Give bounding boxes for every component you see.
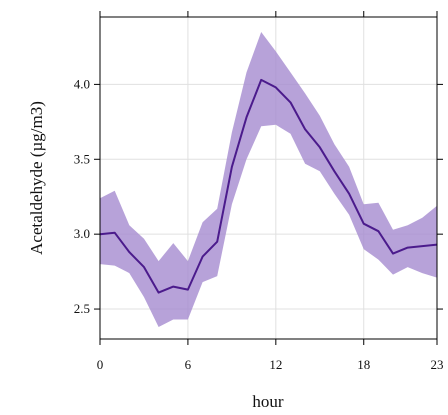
confidence-band	[100, 32, 437, 327]
x-tick-label: 18	[357, 357, 370, 372]
plot-frame	[99, 16, 438, 340]
y-axis-title: Acetaldehyde (µg/m3)	[27, 101, 46, 255]
y-tick-label: 2.5	[74, 301, 90, 316]
x-tick-label: 6	[185, 357, 192, 372]
y-tick-label: 3.5	[74, 151, 90, 166]
x-tick-label: 23	[431, 357, 444, 372]
y-tick-label: 4.0	[74, 76, 90, 91]
x-axis-title: hour	[252, 392, 284, 411]
axis-ticks	[94, 11, 443, 345]
y-tick-labels: 2.5 3.0 3.5 4.0	[74, 76, 90, 316]
confidence-band-area	[100, 32, 437, 327]
mean-line	[99, 78, 438, 294]
plot-border	[99, 16, 438, 340]
y-tick-label: 3.0	[74, 226, 90, 241]
x-tick-label: 12	[269, 357, 282, 372]
x-tick-labels: 0 6 12 18 23	[97, 357, 444, 372]
x-tick-label: 0	[97, 357, 104, 372]
series-line	[99, 78, 438, 294]
